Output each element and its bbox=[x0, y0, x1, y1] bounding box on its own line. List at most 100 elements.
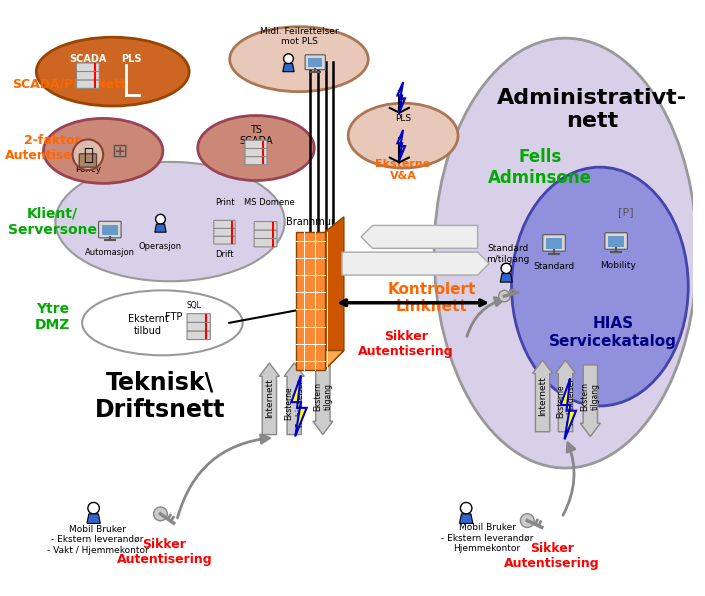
Ellipse shape bbox=[82, 290, 243, 355]
FancyBboxPatch shape bbox=[254, 238, 277, 247]
FancyArrow shape bbox=[532, 360, 553, 432]
Text: MS Domene: MS Domene bbox=[244, 198, 295, 207]
Text: Teknisk\
Driftsnett: Teknisk\ Driftsnett bbox=[95, 371, 226, 423]
Text: Mobility: Mobility bbox=[600, 261, 636, 270]
Text: Sikker
Autentisering: Sikker Autentisering bbox=[504, 542, 600, 570]
Circle shape bbox=[520, 514, 534, 527]
Text: ⊞: ⊞ bbox=[111, 141, 128, 160]
Text: SCADA: SCADA bbox=[69, 54, 106, 64]
Circle shape bbox=[501, 263, 511, 274]
Text: Eksterne
V&A: Eksterne V&A bbox=[376, 159, 431, 181]
Text: PLS: PLS bbox=[121, 54, 142, 64]
FancyBboxPatch shape bbox=[245, 157, 267, 164]
Bar bbox=[608, 236, 624, 247]
Ellipse shape bbox=[197, 116, 314, 181]
Text: Kontrolert
Linknett: Kontrolert Linknett bbox=[388, 282, 476, 314]
Text: [P]: [P] bbox=[618, 207, 634, 217]
Text: FTP: FTP bbox=[165, 312, 183, 322]
FancyBboxPatch shape bbox=[76, 72, 99, 80]
FancyBboxPatch shape bbox=[187, 331, 210, 340]
FancyBboxPatch shape bbox=[76, 63, 99, 72]
FancyBboxPatch shape bbox=[254, 222, 277, 230]
Text: SCADA/PLS-Nett: SCADA/PLS-Nett bbox=[12, 77, 125, 91]
FancyBboxPatch shape bbox=[245, 140, 267, 148]
FancyBboxPatch shape bbox=[187, 313, 210, 322]
Circle shape bbox=[283, 54, 293, 64]
Circle shape bbox=[88, 502, 99, 514]
Text: Otlook HTTPS
ICA  Intranet: Otlook HTTPS ICA Intranet bbox=[374, 253, 444, 274]
Text: Ekstern
tilgang: Ekstern tilgang bbox=[581, 382, 600, 411]
FancyArrow shape bbox=[284, 363, 305, 434]
FancyBboxPatch shape bbox=[543, 235, 565, 251]
FancyBboxPatch shape bbox=[305, 55, 325, 70]
FancyArrow shape bbox=[313, 363, 333, 434]
Text: Midl. Feilrettelser
mot PLS: Midl. Feilrettelser mot PLS bbox=[259, 27, 338, 46]
Text: Eksternt
tilbud: Eksternt tilbud bbox=[128, 314, 168, 336]
Text: Brannmur: Brannmur bbox=[286, 216, 335, 226]
Text: SQL: SQL bbox=[187, 301, 202, 310]
Polygon shape bbox=[460, 514, 473, 523]
Text: Sikker
Autentisering: Sikker Autentisering bbox=[116, 538, 212, 566]
FancyBboxPatch shape bbox=[245, 148, 267, 157]
FancyBboxPatch shape bbox=[99, 221, 121, 238]
Text: Ekstern
tilgang: Ekstern tilgang bbox=[313, 382, 333, 411]
Polygon shape bbox=[560, 378, 576, 439]
Text: PLS: PLS bbox=[395, 114, 411, 123]
Text: 2-faktor
Autentisering: 2-faktor Autentisering bbox=[5, 134, 100, 162]
Polygon shape bbox=[87, 514, 100, 523]
Text: Administrativt-
nett: Administrativt- nett bbox=[497, 88, 687, 131]
Text: Fells
Adminsone: Fells Adminsone bbox=[488, 148, 591, 187]
Text: Ytre
DMZ: Ytre DMZ bbox=[35, 302, 70, 332]
Text: Automasjon: Automasjon bbox=[85, 248, 135, 257]
Text: Print: Print bbox=[215, 198, 234, 207]
Ellipse shape bbox=[44, 119, 163, 184]
Bar bbox=[102, 225, 118, 235]
Polygon shape bbox=[155, 224, 166, 232]
FancyArrow shape bbox=[580, 365, 601, 436]
Polygon shape bbox=[361, 225, 477, 249]
FancyBboxPatch shape bbox=[187, 322, 210, 331]
Circle shape bbox=[154, 507, 167, 521]
Circle shape bbox=[498, 290, 510, 302]
Text: Standard: Standard bbox=[534, 262, 575, 271]
Text: Klient/
Serversone: Klient/ Serversone bbox=[8, 206, 97, 237]
FancyBboxPatch shape bbox=[214, 236, 235, 244]
Polygon shape bbox=[501, 274, 513, 282]
Circle shape bbox=[73, 139, 103, 170]
Text: Operasjon: Operasjon bbox=[139, 242, 182, 251]
Polygon shape bbox=[342, 252, 489, 275]
Text: Mobil Bruker
- Ekstern leverandør
- Vakt / Hjemmekontor: Mobil Bruker - Ekstern leverandør - Vakt… bbox=[47, 524, 148, 554]
FancyBboxPatch shape bbox=[79, 154, 97, 167]
Text: HIAS
Servicekatalog: HIAS Servicekatalog bbox=[549, 316, 678, 349]
Polygon shape bbox=[398, 130, 405, 160]
FancyBboxPatch shape bbox=[76, 80, 99, 88]
Polygon shape bbox=[398, 82, 405, 113]
Text: Internett: Internett bbox=[538, 377, 547, 417]
Ellipse shape bbox=[348, 103, 458, 168]
Ellipse shape bbox=[56, 162, 285, 281]
Ellipse shape bbox=[512, 167, 688, 406]
Text: 🔒: 🔒 bbox=[83, 145, 93, 164]
Polygon shape bbox=[283, 64, 294, 72]
Ellipse shape bbox=[230, 27, 368, 92]
Circle shape bbox=[156, 215, 166, 224]
Text: Print: Print bbox=[412, 232, 438, 242]
Text: Mobil Bruker
- Ekstern leverandør
Hjemmekontor: Mobil Bruker - Ekstern leverandør Hjemme… bbox=[441, 523, 534, 552]
Circle shape bbox=[460, 502, 472, 514]
Bar bbox=[546, 238, 562, 249]
FancyBboxPatch shape bbox=[214, 221, 235, 228]
Polygon shape bbox=[291, 375, 307, 436]
FancyBboxPatch shape bbox=[214, 228, 235, 236]
Text: Standard
m/tilgang: Standard m/tilgang bbox=[486, 244, 530, 264]
Bar bbox=[308, 58, 322, 67]
FancyBboxPatch shape bbox=[254, 230, 277, 238]
FancyBboxPatch shape bbox=[605, 233, 627, 249]
Text: Drift: Drift bbox=[215, 250, 234, 259]
Text: Eksterne
Forbindelser: Eksterne Forbindelser bbox=[285, 379, 304, 427]
Text: Internett: Internett bbox=[265, 378, 274, 418]
FancyArrow shape bbox=[259, 363, 279, 434]
Ellipse shape bbox=[434, 38, 697, 468]
Text: Policy: Policy bbox=[75, 166, 101, 175]
Text: Eksterne
Forbindelser: Eksterne Forbindelser bbox=[556, 377, 575, 425]
Text: Sikker
Autentisering: Sikker Autentisering bbox=[358, 330, 454, 358]
